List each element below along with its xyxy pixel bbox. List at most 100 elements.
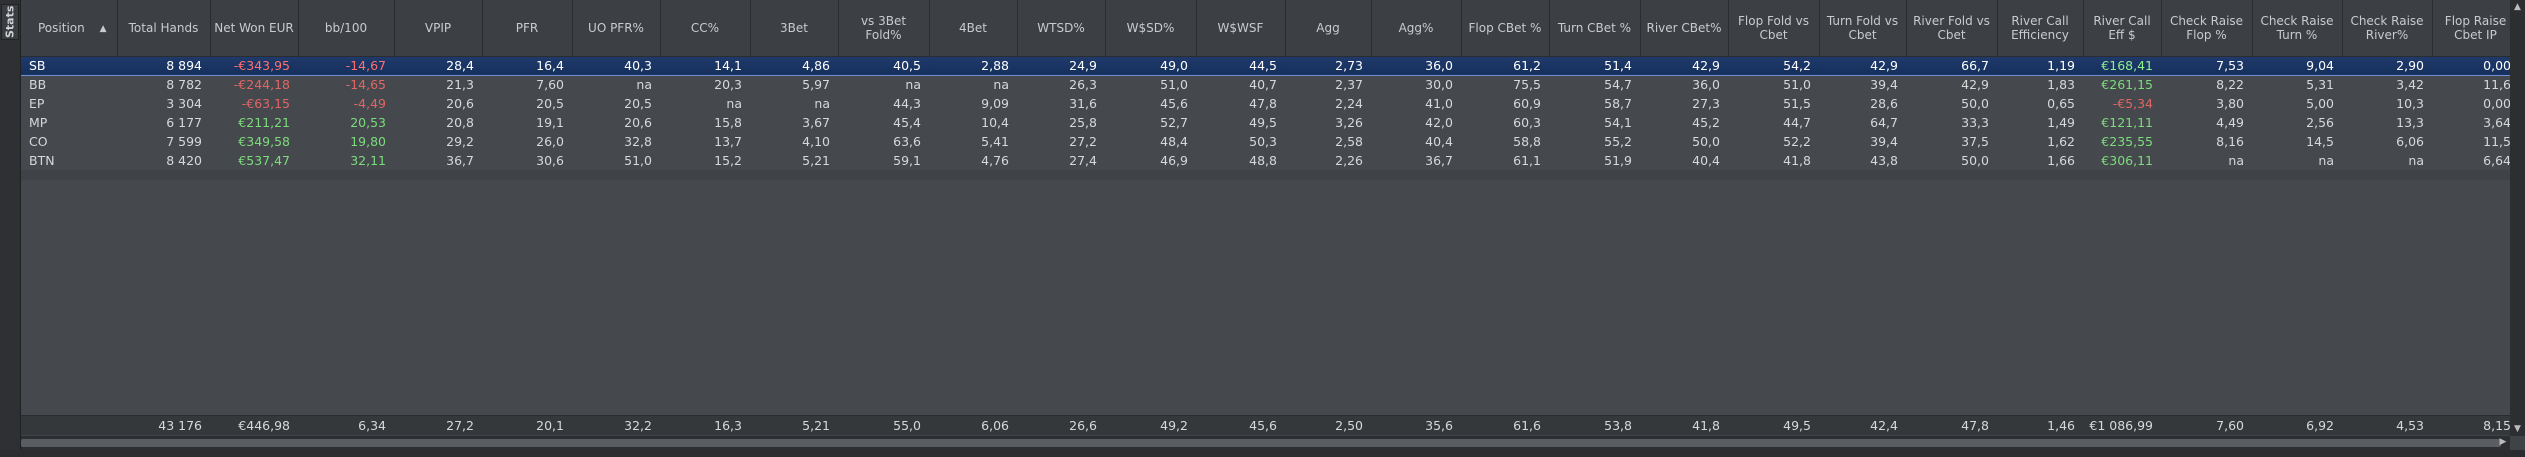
cell-net-won: -€63,15	[210, 94, 298, 113]
column-header-check-raise-flop[interactable]: Check Raise Flop %	[2161, 0, 2253, 57]
column-header-turn-cbet[interactable]: Turn CBet %	[1549, 0, 1641, 57]
column-header-label: River Call Efficiency	[2011, 13, 2069, 42]
cell-river-cbet: 27,3	[1640, 94, 1728, 113]
cell-three-bet: 5,21	[750, 151, 838, 170]
cell-four-bet: na	[929, 75, 1017, 94]
total-vpip: 27,2	[394, 415, 482, 435]
cell-vs3bet-fold: 63,6	[838, 132, 929, 151]
column-header-wswsf[interactable]: W$WSF	[1196, 0, 1286, 57]
column-header-wsd[interactable]: W$SD%	[1105, 0, 1197, 57]
total-river-call-eff-usd: €1 086,99	[2083, 415, 2161, 435]
column-header-total-hands[interactable]: Total Hands	[117, 0, 211, 57]
column-header-four-bet[interactable]: 4Bet	[929, 0, 1018, 57]
cell-check-raise-flop: 8,22	[2161, 75, 2252, 94]
cell-wsd: 48,4	[1105, 132, 1196, 151]
cell-pfr: 16,4	[482, 55, 572, 76]
total-three-bet: 5,21	[750, 415, 838, 435]
cell-cc: 15,8	[660, 113, 750, 132]
total-check-raise-river: 4,53	[2342, 415, 2432, 435]
column-header-river-fold-cbet[interactable]: River Fold vs Cbet	[1906, 0, 1998, 57]
column-header-label: Agg	[1316, 20, 1340, 35]
cell-flop-cbet: 60,9	[1461, 94, 1549, 113]
column-header-label: W$WSF	[1217, 20, 1264, 35]
total-bb100: 6,34	[298, 415, 394, 435]
cell-agg-pct: 30,0	[1371, 75, 1461, 94]
cell-check-raise-flop: 8,16	[2161, 132, 2252, 151]
header-row: Position ▲ Total Hands Net Won EUR bb/100 VPI…	[21, 0, 2520, 57]
column-header-net-won[interactable]: Net Won EUR	[210, 0, 299, 57]
cell-river-fold-cbet: 42,9	[1906, 75, 1997, 94]
cell-vpip: 20,8	[394, 113, 482, 132]
horizontal-scroll-thumb[interactable]	[21, 439, 2501, 447]
column-header-label: VPIP	[424, 20, 452, 35]
cell-flop-fold-cbet: 44,7	[1728, 113, 1819, 132]
cell-pfr: 30,6	[482, 151, 572, 170]
total-total-hands: 43 176	[117, 415, 210, 435]
vertical-scrollbar[interactable]: ▲ ▼	[2510, 0, 2525, 436]
cell-four-bet: 5,41	[929, 132, 1017, 151]
column-header-agg-pct[interactable]: Agg%	[1371, 0, 1462, 57]
cell-total-hands: 8 420	[117, 151, 210, 170]
stats-tab[interactable]: Stats	[1, 4, 19, 40]
column-header-river-call-eff[interactable]: River Call Efficiency	[1997, 0, 2084, 57]
scroll-up-icon[interactable]: ▲	[2514, 2, 2521, 12]
column-header-check-raise-turn[interactable]: Check Raise Turn %	[2252, 0, 2343, 57]
cell-net-won: -€343,95	[210, 55, 298, 76]
cell-turn-cbet: 55,2	[1549, 132, 1640, 151]
horizontal-scrollbar[interactable]: ▶	[21, 436, 2510, 450]
cell-flop-fold-cbet: 51,5	[1728, 94, 1819, 113]
column-header-position[interactable]: Position ▲	[21, 0, 118, 57]
totals-row: 43 176 €446,98 6,34 27,2 20,1 32,2 16,3 5,21 55,…	[21, 415, 2519, 435]
cell-river-cbet: 45,2	[1640, 113, 1728, 132]
column-header-vpip[interactable]: VPIP	[394, 0, 483, 57]
scroll-right-icon[interactable]: ▶	[2499, 437, 2507, 447]
cell-turn-cbet: 58,7	[1549, 94, 1640, 113]
cell-turn-cbet: 54,1	[1549, 113, 1640, 132]
column-header-wtsd[interactable]: WTSD%	[1017, 0, 1106, 57]
cell-four-bet: 4,76	[929, 151, 1017, 170]
cell-turn-fold-cbet: 42,9	[1819, 55, 1906, 76]
total-check-raise-turn: 6,92	[2252, 415, 2342, 435]
column-header-flop-fold-cbet[interactable]: Flop Fold vs Cbet	[1728, 0, 1820, 57]
scroll-down-icon[interactable]: ▼	[2514, 424, 2521, 434]
cell-agg-pct: 41,0	[1371, 94, 1461, 113]
cell-total-hands: 7 599	[117, 132, 210, 151]
cell-wtsd: 27,2	[1017, 132, 1105, 151]
column-header-flop-cbet[interactable]: Flop CBet %	[1461, 0, 1550, 57]
column-header-uo-pfr[interactable]: UO PFR%	[572, 0, 661, 57]
cell-wswsf: 48,8	[1196, 151, 1285, 170]
cell-agg-pct: 36,7	[1371, 151, 1461, 170]
cell-river-fold-cbet: 50,0	[1906, 151, 1997, 170]
column-header-vs3bet-fold[interactable]: vs 3Bet Fold%	[838, 0, 930, 57]
column-header-three-bet[interactable]: 3Bet	[750, 0, 839, 57]
cell-cc: 15,2	[660, 151, 750, 170]
cell-river-cbet: 42,9	[1640, 55, 1728, 76]
cell-flop-raise-cbet-ip: 11,6	[2432, 75, 2519, 94]
table-row[interactable]: MP 6 177 €211,21 20,53 20,8 19,1 20,6 15,8 3,67 4…	[21, 113, 2519, 132]
cell-wsd: 51,0	[1105, 75, 1196, 94]
cell-uo-pfr: na	[572, 75, 660, 94]
column-header-cc[interactable]: CC%	[660, 0, 751, 57]
column-header-pfr[interactable]: PFR	[482, 0, 573, 57]
cell-vs3bet-fold: 44,3	[838, 94, 929, 113]
cell-check-raise-river: 6,06	[2342, 132, 2432, 151]
column-header-flop-raise-cbet-ip[interactable]: Flop Raise Cbet IP	[2432, 0, 2520, 57]
table-row[interactable]: BTN 8 420 €537,47 32,11 36,7 30,6 51,0 15,2 5,21…	[21, 151, 2519, 170]
cell-vpip: 20,6	[394, 94, 482, 113]
cell-flop-raise-cbet-ip: 3,64	[2432, 113, 2519, 132]
column-header-bb100[interactable]: bb/100	[298, 0, 395, 57]
column-header-river-cbet[interactable]: River CBet%	[1640, 0, 1729, 57]
cell-turn-fold-cbet: 39,4	[1819, 75, 1906, 94]
column-header-agg[interactable]: Agg	[1285, 0, 1372, 57]
table-row[interactable]: EP 3 304 -€63,15 -4,49 20,6 20,5 20,5 na na 44,3 9…	[21, 94, 2519, 113]
cell-check-raise-river: na	[2342, 151, 2432, 170]
table-row[interactable]: SB 8 894 -€343,95 -14,67 28,4 16,4 40,3 14,1 4,8…	[21, 55, 2519, 76]
column-header-check-raise-river[interactable]: Check Raise River%	[2342, 0, 2433, 57]
table-row[interactable]: CO 7 599 €349,58 19,80 29,2 26,0 32,8 13,7 4,10 6…	[21, 132, 2519, 151]
column-header-turn-fold-cbet[interactable]: Turn Fold vs Cbet	[1819, 0, 1907, 57]
cell-agg: 2,73	[1285, 55, 1371, 76]
column-header-label: 3Bet	[780, 20, 808, 35]
column-header-river-call-eff-usd[interactable]: River Call Eff $	[2083, 0, 2162, 57]
cell-river-call-eff-usd: €235,55	[2083, 132, 2161, 151]
table-row[interactable]: BB 8 782 -€244,18 -14,65 21,3 7,60 na 20,3 5,97 n…	[21, 75, 2519, 94]
